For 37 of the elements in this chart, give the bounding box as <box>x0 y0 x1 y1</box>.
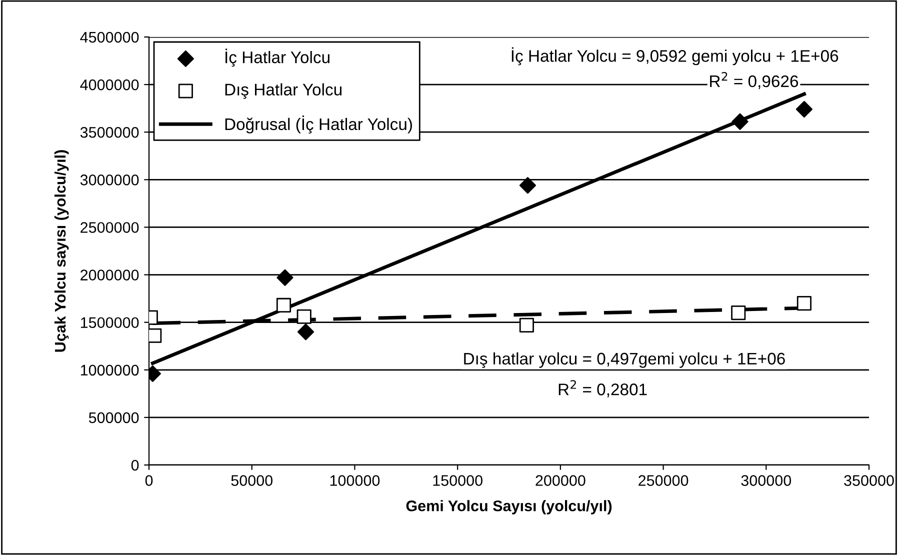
x-tick-label: 150000 <box>433 475 482 486</box>
y-axis-title: Uçak Yolcu sayısı (yolcu/yıl) <box>54 150 69 352</box>
point <box>796 100 812 118</box>
x-tick-label: 350000 <box>844 475 894 486</box>
y-tick-label: 1000000 <box>80 364 139 376</box>
annotation: İç Hatlar Yolcu = 9,0592 gemi yolcu + 1E+06 <box>512 47 838 66</box>
legend-label: Doğrusal (İç Hatlar Yolcu) <box>225 116 412 134</box>
point <box>276 298 292 312</box>
legend-label: Dış Hatlar Yolcu <box>225 83 342 99</box>
x-tick-label: 0 <box>145 475 153 486</box>
annotation: Dış hatlar yolcu = 0,497gemi yolcu + 1E+06 <box>464 352 785 368</box>
x-axis-title: Gemi Yolcu Sayısı (yolcu/yıl) <box>406 500 612 514</box>
point <box>732 113 748 130</box>
x-tick-label: 200000 <box>536 475 586 486</box>
point <box>276 269 294 286</box>
x-tick-label: 100000 <box>330 475 380 486</box>
x-tick-label: 250000 <box>638 475 688 486</box>
point <box>297 324 314 340</box>
x-tick-label: 50000 <box>231 475 273 486</box>
annotation: R$^{2}$ = 0,9626 <box>710 72 798 90</box>
legend-label: İç Hatlar Yolcu <box>226 48 330 67</box>
point <box>296 309 312 324</box>
x-tick-label: 300000 <box>741 475 792 486</box>
annotation: R$^{2}$ = 0,2801 <box>558 380 647 398</box>
y-tick-label: 0 <box>131 460 139 471</box>
y-tick-label: 3000000 <box>80 174 139 186</box>
point <box>519 318 534 332</box>
y-tick-label: 4000000 <box>80 79 139 90</box>
y-tick-label: 500000 <box>88 412 139 424</box>
point <box>796 296 812 311</box>
y-tick-label: 3500000 <box>80 126 139 138</box>
y-tick-label: 2000000 <box>80 270 139 280</box>
y-tick-label: 4500000 <box>80 32 139 43</box>
point <box>731 306 746 320</box>
y-tick-label: 1500000 <box>80 317 139 328</box>
point <box>519 177 536 194</box>
y-tick-label: 2500000 <box>80 222 139 233</box>
